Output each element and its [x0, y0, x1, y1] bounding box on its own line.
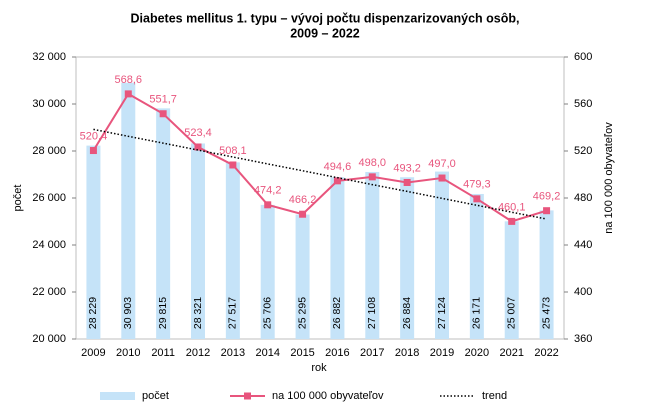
line-marker	[194, 143, 202, 151]
bar-value-label: 26 882	[331, 297, 343, 329]
bar-value-label: 25 295	[296, 297, 308, 329]
y-tick-label: 20 000	[32, 333, 66, 345]
line-marker	[368, 173, 376, 181]
y2-tick-label: 560	[574, 98, 592, 110]
chart-title: 2009 – 2022	[290, 26, 360, 40]
x-tick-label: 2021	[499, 347, 523, 359]
line-marker	[473, 195, 481, 203]
bar	[330, 177, 345, 339]
bar	[260, 204, 275, 339]
legend-swatch	[244, 392, 251, 400]
bar	[400, 177, 415, 339]
bar	[539, 210, 554, 339]
line-value-label: 568,6	[115, 74, 143, 86]
bar-value-label: 25 473	[540, 297, 552, 329]
line-value-label: 551,7	[149, 94, 177, 106]
y-tick-label: 28 000	[32, 145, 66, 157]
bar	[191, 143, 205, 339]
y-tick-label: 32 000	[32, 51, 66, 63]
x-tick-label: 2014	[255, 347, 279, 359]
x-tick-label: 2022	[534, 347, 558, 359]
y2-tick-label: 440	[574, 239, 592, 251]
bar-value-label: 25 706	[261, 297, 273, 329]
line-value-label: 508,1	[219, 145, 247, 157]
bar-value-label: 28 321	[192, 297, 204, 329]
line-marker	[159, 110, 167, 118]
bar	[156, 108, 171, 339]
bar	[295, 214, 310, 339]
line-marker	[543, 207, 551, 215]
y-tick-label: 26 000	[32, 192, 66, 204]
line-marker	[508, 217, 516, 225]
bar	[469, 193, 484, 339]
bar	[225, 162, 240, 339]
y-tick-label: 24 000	[32, 239, 66, 251]
bar-value-label: 25 007	[505, 297, 517, 329]
x-tick-label: 2016	[325, 347, 349, 359]
line-value-label: 523,4	[184, 127, 212, 139]
bar	[435, 171, 449, 339]
bar	[365, 171, 380, 339]
bar-value-label: 27 108	[366, 297, 378, 329]
y2-tick-label: 360	[574, 333, 592, 345]
line	[92, 92, 547, 223]
x-tick-label: 2013	[221, 347, 245, 359]
y2-axis-label: na 100 000 obyvateľov	[603, 122, 615, 234]
line-value-label: 497,0	[428, 158, 456, 170]
line-marker	[229, 161, 237, 169]
legend-label: počet	[142, 390, 169, 402]
bar-value-label: 28 229	[87, 297, 99, 329]
x-tick-label: 2019	[430, 347, 454, 359]
legend-swatch	[100, 392, 135, 400]
line-value-label: 498,0	[359, 157, 387, 169]
line-value-label: 479,3	[463, 179, 491, 191]
line-value-label: 494,6	[324, 161, 352, 173]
y-axis-label: počet	[12, 185, 24, 212]
y2-tick-label: 400	[574, 286, 592, 298]
line-value-label: 469,2	[533, 191, 561, 203]
line-value-label: 520,4	[80, 130, 108, 142]
bar-value-label: 27 517	[227, 297, 239, 329]
bar	[504, 221, 519, 339]
y2-tick-label: 600	[574, 51, 592, 63]
bar-value-label: 29 815	[157, 297, 169, 329]
line-marker	[403, 178, 411, 186]
chart-title: Diabetes mellitus 1. typu – vývoj počtu …	[131, 11, 520, 25]
legend-label: trend	[482, 390, 507, 402]
line-marker	[438, 174, 446, 182]
y2-tick-label: 480	[574, 192, 592, 204]
x-tick-label: 2017	[360, 347, 384, 359]
line-marker	[299, 210, 307, 218]
line-value-label: 474,2	[254, 185, 282, 197]
line-marker	[89, 147, 97, 155]
x-axis-label: rok	[311, 362, 327, 374]
x-tick-label: 2009	[81, 347, 105, 359]
bar-value-label: 30 903	[122, 297, 134, 329]
bar	[121, 82, 136, 339]
y2-tick-label: 520	[574, 145, 592, 157]
y-tick-label: 30 000	[32, 98, 66, 110]
bar-value-label: 26 171	[471, 297, 483, 329]
bar	[86, 145, 101, 339]
line-value-label: 493,2	[393, 162, 421, 174]
line-marker	[333, 177, 341, 185]
legend-label: na 100 000 obyvateľov	[272, 390, 384, 402]
x-tick-label: 2015	[290, 347, 314, 359]
x-tick-label: 2012	[186, 347, 210, 359]
x-tick-label: 2018	[395, 347, 419, 359]
bar-value-label: 27 124	[436, 297, 448, 329]
line-value-label: 460,1	[498, 201, 526, 213]
line-value-label: 466,2	[289, 194, 317, 206]
line-marker	[264, 201, 272, 209]
bar-value-label: 26 884	[401, 297, 413, 329]
x-tick-label: 2020	[465, 347, 489, 359]
line-marker	[124, 90, 132, 98]
x-tick-label: 2010	[116, 347, 140, 359]
x-tick-label: 2011	[151, 347, 175, 359]
y-tick-label: 22 000	[32, 286, 66, 298]
